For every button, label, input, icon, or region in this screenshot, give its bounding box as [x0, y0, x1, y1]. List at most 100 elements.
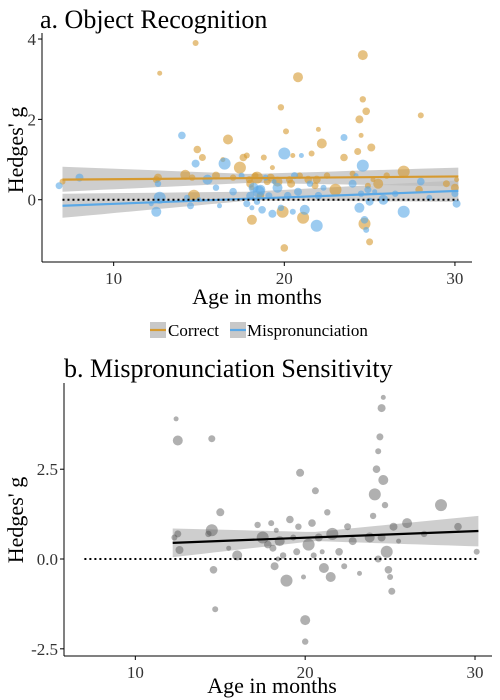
data-point [308, 519, 316, 527]
panel-b-y-label: Hedges' g [3, 477, 28, 563]
data-point [269, 544, 277, 552]
data-point [273, 527, 279, 533]
data-point [369, 512, 377, 520]
data-point [397, 165, 410, 178]
data-point [360, 216, 369, 224]
data-point [396, 538, 402, 544]
data-point [198, 154, 206, 161]
data-point [171, 534, 178, 541]
panel-b-mispronunciation-sensitivity: b. Mispronunciation Sensitivity 10 20 30 -… [3, 354, 492, 698]
data-point [310, 552, 317, 559]
data-point [375, 448, 382, 455]
legend: Correct Mispronunciation [150, 321, 368, 340]
data-point [280, 574, 293, 587]
data-point [192, 40, 199, 46]
panel-a-trend-lines [62, 175, 459, 207]
data-point [374, 555, 382, 563]
panel-a-title: a. Object Recognition [40, 5, 267, 34]
data-point [296, 468, 305, 477]
data-point [271, 179, 277, 185]
data-point [154, 173, 162, 182]
data-point [226, 545, 232, 551]
data-point [335, 548, 343, 556]
x-tick-label: 30 [467, 663, 484, 682]
data-point [454, 177, 460, 183]
data-point [316, 138, 327, 149]
data-point [208, 435, 216, 443]
data-point [280, 244, 289, 252]
data-point [209, 566, 218, 574]
data-point [294, 187, 302, 196]
data-point [325, 572, 336, 582]
data-point [172, 435, 183, 446]
panel-a-x-ticks: 10 20 30 [105, 262, 463, 288]
data-point [270, 562, 279, 571]
data-point [216, 508, 225, 517]
data-point [306, 180, 314, 187]
data-point [298, 153, 304, 158]
x-tick-label: 30 [446, 269, 463, 288]
data-point [473, 548, 480, 555]
data-point [289, 208, 296, 215]
panel-a-object-recognition: a. Object Recognition 10 20 30 0 2 4 Age in … [3, 5, 472, 309]
data-point [378, 475, 389, 485]
data-point [354, 148, 362, 155]
data-point [373, 178, 384, 189]
data-point [319, 549, 325, 555]
data-point [217, 203, 222, 209]
data-point [255, 184, 266, 195]
data-point [357, 570, 362, 576]
data-point [357, 50, 368, 61]
panel-a-points [55, 40, 461, 252]
data-point [324, 509, 331, 516]
data-point [157, 70, 163, 76]
data-point [417, 177, 425, 186]
data-point [388, 587, 396, 595]
data-point [387, 574, 394, 580]
data-point [381, 501, 389, 509]
data-point [249, 205, 255, 211]
data-point [435, 499, 447, 512]
data-point [254, 521, 261, 529]
data-point [326, 527, 339, 540]
data-point [175, 546, 184, 554]
data-point [380, 394, 386, 400]
y-tick-label: 0.0 [37, 550, 58, 569]
data-point [297, 211, 310, 224]
data-point [384, 566, 393, 574]
data-point [302, 638, 309, 645]
data-point [348, 537, 357, 546]
y-tick-label: 2.5 [37, 460, 58, 479]
data-point [173, 416, 179, 422]
data-point [154, 180, 162, 187]
data-point [368, 488, 381, 501]
trend-line-mispronunciation [62, 189, 459, 207]
data-point [178, 131, 186, 140]
data-point [301, 574, 306, 580]
data-point [243, 152, 250, 159]
data-point [187, 202, 194, 210]
data-point [300, 615, 311, 626]
data-point [362, 107, 371, 116]
data-point [299, 204, 310, 215]
data-point [264, 540, 272, 549]
panel-a-x-label: Age in months [192, 284, 322, 309]
data-point [364, 186, 372, 194]
data-point [417, 112, 424, 119]
data-point [320, 184, 327, 191]
legend-label-mispronunciation: Mispronunciation [247, 321, 368, 340]
x-tick-label: 10 [127, 663, 144, 682]
data-point [358, 132, 364, 138]
data-point [205, 524, 218, 537]
data-point [272, 182, 283, 193]
data-point [180, 169, 191, 180]
data-point [318, 563, 329, 573]
data-point [205, 530, 212, 538]
data-point [454, 522, 462, 531]
data-point [359, 96, 366, 103]
data-point [229, 187, 237, 196]
data-point [377, 404, 386, 413]
data-point [202, 174, 213, 185]
x-tick-label: 20 [276, 269, 293, 288]
